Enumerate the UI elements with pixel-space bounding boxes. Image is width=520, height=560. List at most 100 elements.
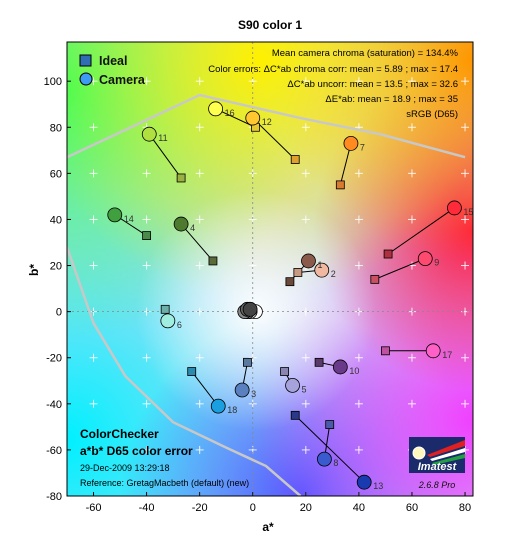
ideal-marker-6 [160, 304, 170, 314]
camera-marker-15 [447, 200, 462, 216]
camera-marker-5 [285, 377, 300, 393]
camera-marker-8 [316, 451, 332, 467]
y-tick-label: 100 [44, 76, 62, 88]
error-line-9 [374, 258, 426, 280]
point-label-8: 8 [333, 458, 338, 468]
error-line-13 [294, 414, 365, 483]
camera-marker-3 [234, 382, 250, 398]
point-label-12: 12 [262, 117, 272, 127]
y-tick-label: 0 [56, 307, 62, 319]
point-label-18: 18 [227, 405, 237, 415]
y-tick-label: -20 [46, 353, 62, 365]
camera-marker-14 [107, 207, 123, 223]
info-line-2: Color errors: ΔC*ab chroma corr: mean = … [208, 64, 458, 75]
point-label-14: 14 [124, 214, 134, 224]
y-tick-label: 40 [50, 214, 62, 226]
ideal-marker-10 [314, 357, 324, 367]
camera-marker-2 [314, 262, 330, 278]
x-tick-label: -40 [139, 502, 155, 514]
camera-marker-1 [301, 253, 316, 269]
info-line-5: sRGB (D65) [406, 109, 458, 120]
legend: Ideal Camera [79, 54, 146, 87]
error-stats: Mean camera chroma (saturation) = 134.4%… [208, 48, 458, 120]
point-label-11: 11 [158, 133, 167, 143]
legend-ideal-label: Ideal [99, 54, 128, 68]
imatest-logo: Imatest 2.6.8 Pro [409, 437, 465, 490]
x-tick-label: 80 [459, 502, 471, 514]
info-line-4: ΔE*ab: mean = 18.9 ; max = 35 [325, 94, 458, 105]
camera-marker-17 [425, 343, 441, 359]
info-line-3: ΔC*ab uncorr: mean = 13.5 ; max = 32.6 [287, 79, 458, 90]
ideal-marker-9 [370, 274, 380, 284]
caption-title-2: a*b* D65 color error [80, 444, 193, 458]
point-label-4: 4 [190, 223, 195, 233]
y-tick-label: 20 [50, 261, 62, 273]
x-tick-label: 60 [406, 502, 418, 514]
ideal-marker-8 [325, 420, 335, 429]
camera-marker-13 [356, 474, 372, 490]
error-line-12 [252, 117, 296, 160]
x-tick-label: 0 [250, 502, 256, 514]
logo-text: Imatest [418, 461, 458, 473]
x-tick-label: -20 [192, 502, 208, 514]
ideal-marker-1 [285, 277, 295, 287]
logo-version: 2.6.8 Pro [418, 480, 456, 490]
caption-reference: Reference: GretagMacbeth (default) (new) [80, 478, 249, 488]
gamut-boundary-lower [67, 246, 302, 496]
ideal-marker-11 [176, 173, 186, 183]
ideal-marker-14 [142, 231, 152, 240]
y-tick-label: -60 [46, 445, 62, 457]
error-line-15 [387, 207, 455, 255]
legend-camera-label: Camera [99, 73, 146, 87]
point-label-7: 7 [360, 142, 365, 152]
camera-marker-11 [141, 126, 157, 142]
y-axis-title: b* [27, 264, 41, 276]
camera-marker-18 [210, 398, 226, 414]
legend-camera-marker [79, 72, 93, 86]
caption-title-1: ColorChecker [80, 427, 159, 441]
ideal-marker-15 [383, 249, 393, 259]
logo-sun-icon [412, 446, 426, 460]
x-axis-title: a* [262, 520, 274, 534]
ideal-marker-2 [293, 268, 303, 277]
ideal-marker-3 [243, 357, 252, 367]
point-label-6: 6 [177, 320, 182, 330]
gamut-boundary-upper [67, 93, 466, 159]
point-label-5: 5 [302, 384, 307, 394]
point-label-15: 15 [463, 207, 473, 217]
ideal-marker-4 [208, 256, 218, 266]
point-label-1: 1 [317, 260, 322, 270]
chart-caption: ColorChecker a*b* D65 color error 29-Dec… [80, 427, 249, 488]
y-tick-label: 60 [50, 168, 62, 180]
ideal-marker-5 [280, 367, 289, 376]
plot-background [67, 42, 473, 496]
caption-date: 29-Dec-2009 13:29:18 [80, 463, 170, 473]
plot-frame [66, 41, 474, 497]
x-tick-label: 20 [300, 502, 312, 514]
error-line-11 [148, 133, 182, 179]
camera-marker-24 [242, 301, 258, 317]
error-line-4 [180, 223, 214, 262]
info-line-1: Mean camera chroma (saturation) = 134.4% [272, 48, 459, 59]
data-markers [107, 101, 462, 490]
point-label-3: 3 [251, 389, 256, 399]
camera-marker-6 [160, 313, 176, 329]
point-label-9: 9 [434, 258, 439, 268]
point-label-2: 2 [331, 269, 336, 279]
ideal-marker-12 [290, 155, 300, 164]
y-tick-label: -80 [46, 491, 62, 503]
legend-ideal-marker [79, 54, 92, 67]
camera-marker-10 [332, 359, 348, 375]
gamut-boundary [67, 93, 466, 496]
ideal-marker-17 [381, 346, 390, 356]
y-tick-label: 80 [50, 122, 62, 134]
ideal-marker-18 [187, 367, 197, 376]
camera-marker-9 [417, 251, 433, 267]
camera-marker-16 [208, 101, 224, 117]
point-label-10: 10 [349, 366, 359, 376]
point-label-16: 16 [225, 108, 235, 118]
point-label-17: 17 [442, 350, 452, 360]
ideal-marker-7 [335, 180, 345, 190]
